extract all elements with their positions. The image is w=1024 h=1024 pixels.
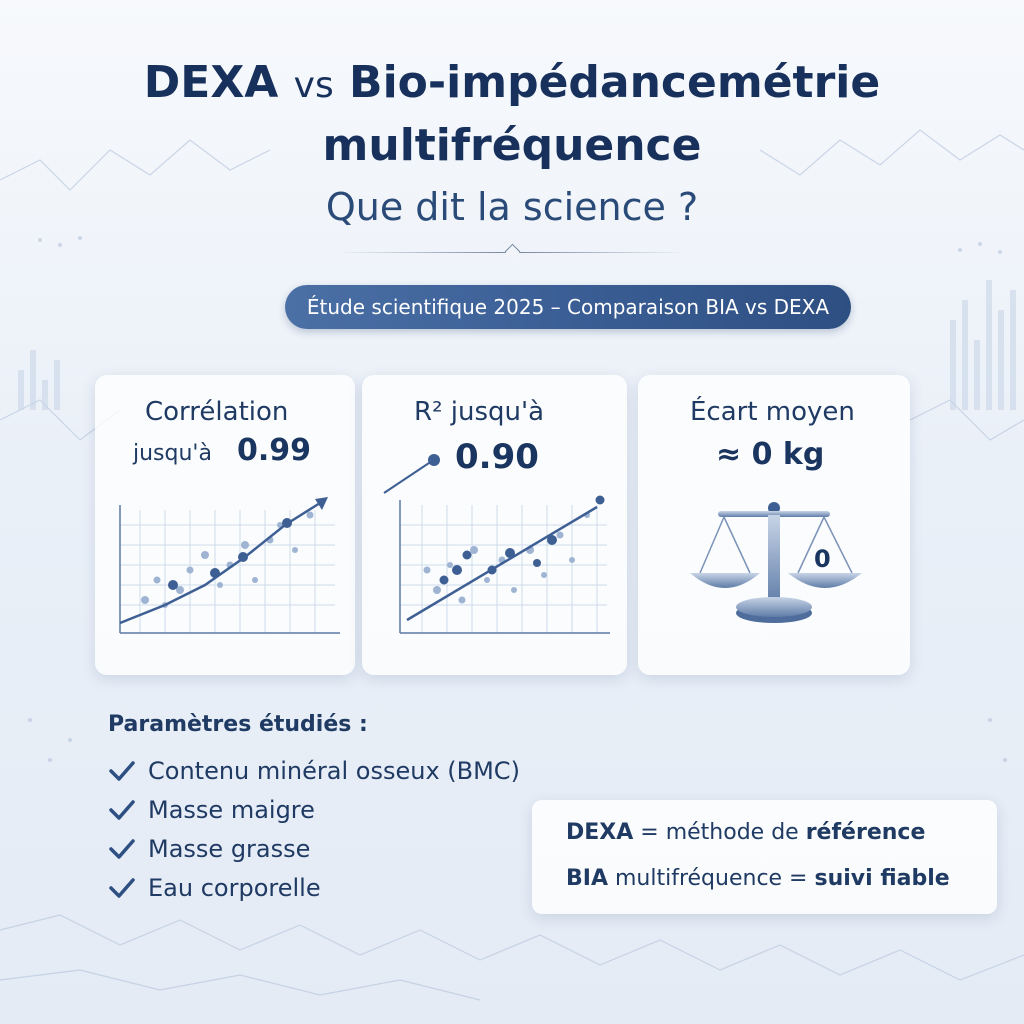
- scatter-chart-icon: [383, 454, 610, 634]
- title-dexa: DEXA: [143, 57, 279, 108]
- title-line-2: multifréquence: [322, 120, 702, 171]
- title-block: DEXA vs Bio-impédancemétrie multifréquen…: [0, 52, 1024, 239]
- balance-scale-icon: [690, 502, 862, 623]
- summary-bia-eq: multifréquence =: [614, 866, 808, 891]
- list-item: Masse grasse: [108, 829, 520, 868]
- card-correlation: Corrélation jusqu'à 0.99: [95, 375, 355, 675]
- card-r-squared-value: 0.90: [455, 437, 539, 477]
- summary-dexa: DEXA = méthode de référence: [566, 820, 925, 845]
- card-mean-difference-label: Écart moyen: [690, 397, 855, 427]
- check-icon: [108, 798, 140, 822]
- summary-bia: BIA multifréquence = suivi fiable: [566, 866, 950, 891]
- parameters-heading: Paramètres étudiés :: [108, 712, 368, 737]
- scale-value: 0: [814, 545, 831, 573]
- card-mean-difference-value: ≈ 0 kg: [716, 437, 825, 472]
- card-correlation-label: Corrélation: [145, 397, 289, 427]
- parameters-list: Paramètres étudiés : Contenu minéral oss…: [108, 712, 520, 907]
- scatter-chart-icon: [119, 497, 340, 634]
- card-correlation-label-2: jusqu'à: [133, 441, 212, 466]
- card-r-squared-label: R² jusqu'à: [414, 397, 545, 427]
- page-title: DEXA vs Bio-impédancemétrie: [0, 52, 1024, 117]
- list-item-label: Masse grasse: [148, 834, 311, 863]
- card-r-squared: R² jusqu'à 0.90: [362, 375, 627, 675]
- summary-dexa-eq: = méthode de: [640, 820, 799, 845]
- title-bia: Bio-impédancemétrie: [349, 57, 881, 108]
- summary-dexa-label: DEXA: [566, 820, 634, 845]
- list-item-label: Eau corporelle: [148, 873, 321, 902]
- list-item-label: Contenu minéral osseux (BMC): [148, 756, 520, 785]
- summary-bia-value: suivi fiable: [814, 866, 950, 891]
- summary-dexa-value: référence: [805, 820, 926, 845]
- study-badge: Étude scientifique 2025 – Comparaison BI…: [285, 285, 851, 329]
- summary-bia-label: BIA: [566, 866, 608, 891]
- check-icon: [108, 876, 140, 900]
- list-item-label: Masse maigre: [148, 795, 315, 824]
- card-mean-difference: Écart moyen ≈ 0 kg 0: [638, 375, 910, 675]
- card-correlation-value: 0.99: [237, 433, 312, 468]
- page-subtitle: Que dit la science ?: [325, 185, 699, 229]
- check-icon: [108, 759, 140, 783]
- check-icon: [108, 837, 140, 861]
- title-vs: vs: [293, 65, 334, 106]
- list-item: Masse maigre: [108, 790, 520, 829]
- list-item: Contenu minéral osseux (BMC): [108, 751, 520, 790]
- list-item: Eau corporelle: [108, 868, 520, 907]
- summary-box: DEXA = méthode de référence BIA multifré…: [532, 800, 997, 914]
